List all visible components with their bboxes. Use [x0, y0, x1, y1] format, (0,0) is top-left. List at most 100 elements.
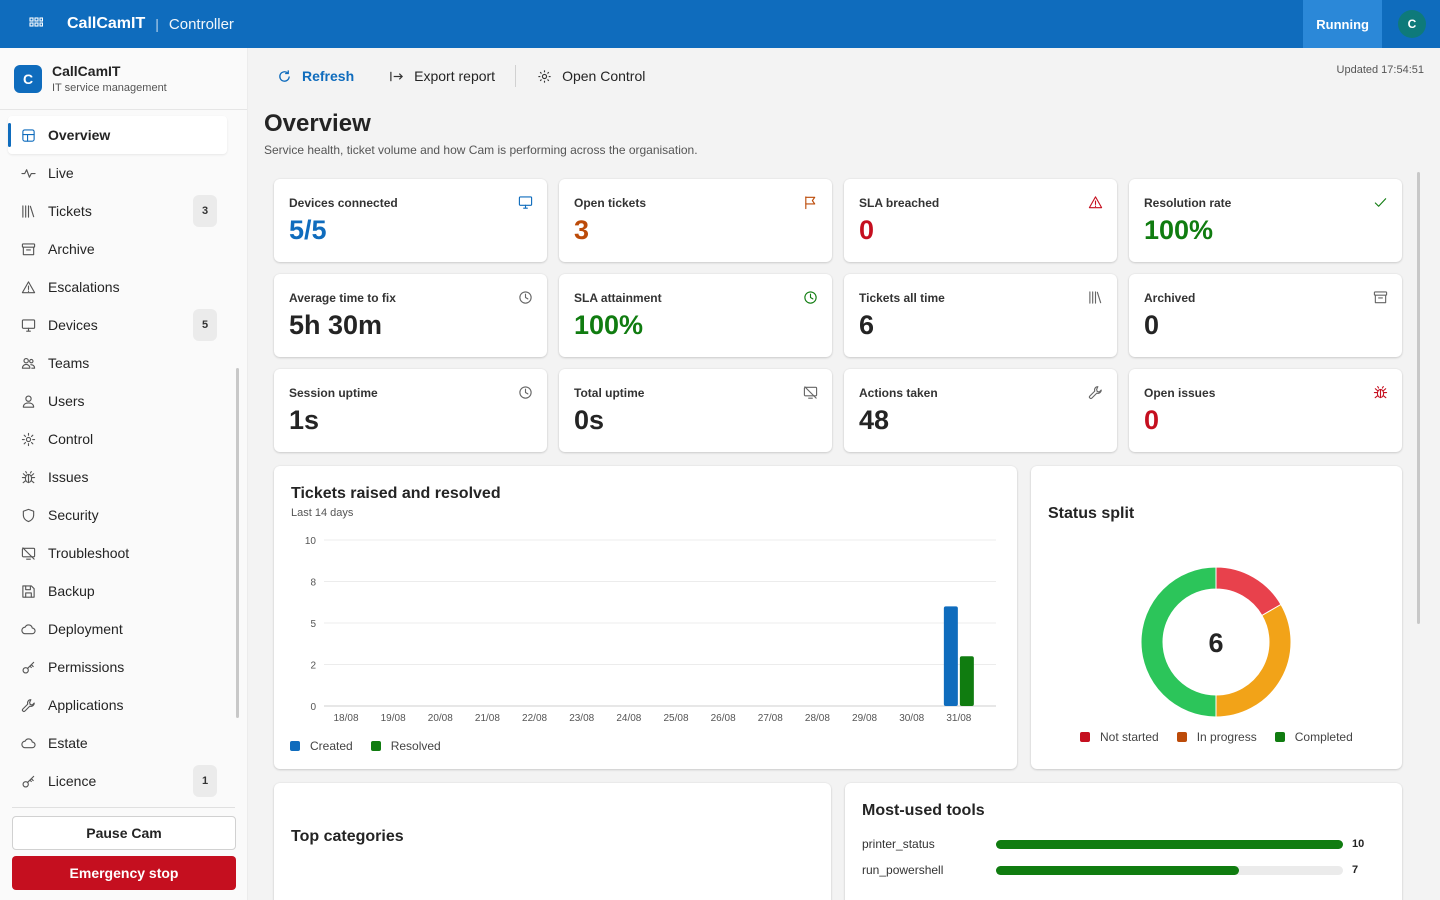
brand-name: CallCamIT: [52, 63, 121, 79]
stat-card-devices-connected[interactable]: Devices connected 5/5: [274, 179, 547, 262]
sidebar-item-control[interactable]: Control: [8, 420, 227, 458]
pause-cam-button[interactable]: Pause Cam: [12, 816, 236, 850]
sidebar-item-troubleshoot[interactable]: Troubleshoot: [8, 534, 227, 572]
x-tick-label: 27/08: [758, 713, 783, 724]
tool-usage-fill: [996, 865, 1239, 875]
stat-card-open-tickets[interactable]: Open tickets 3: [559, 179, 832, 262]
toolbar: Refresh Export report Open Control: [264, 60, 657, 92]
stat-label: Open tickets: [574, 196, 647, 210]
sidebar-item-label: Teams: [48, 355, 90, 371]
checkmark-icon: [1372, 194, 1388, 210]
x-tick-label: 21/08: [475, 713, 500, 724]
clock-icon: [517, 384, 533, 400]
stat-card-total-uptime[interactable]: Total uptime 0s: [559, 369, 832, 452]
legend-label: In progress: [1196, 730, 1257, 744]
open-control-button[interactable]: Open Control: [524, 60, 657, 92]
app-launcher-icon[interactable]: [0, 0, 72, 48]
sidebar-item-devices[interactable]: Devices 5: [8, 306, 227, 344]
y-tick-label: 0: [310, 702, 316, 713]
sidebar-scrollbar[interactable]: [236, 368, 239, 718]
donut-slice-in-progress[interactable]: [1215, 603, 1292, 718]
stat-value: 3: [574, 215, 590, 245]
bar-resolved-31-08[interactable]: [959, 656, 974, 706]
sidebar-item-overview[interactable]: Overview: [8, 116, 227, 154]
stat-card-sla-breached[interactable]: SLA breached 0: [844, 179, 1117, 262]
y-tick-label: 2: [310, 661, 316, 672]
sidebar-item-label: Troubleshoot: [48, 545, 130, 561]
status-badge[interactable]: Running: [1303, 0, 1382, 48]
sidebar-item-live[interactable]: Live: [8, 154, 227, 192]
legend-item-not-started[interactable]: Not started: [1080, 730, 1159, 744]
stat-card-archived[interactable]: Archived 0: [1129, 274, 1402, 357]
stat-value: 0s: [574, 405, 605, 435]
sidebar-item-deployment[interactable]: Deployment: [8, 610, 227, 648]
sidebar-item-security[interactable]: Security: [8, 496, 227, 534]
donut-slice-not-started[interactable]: [1215, 566, 1282, 617]
shield-icon: [20, 507, 36, 523]
x-tick-label: 20/08: [428, 713, 453, 724]
stat-label: Actions taken: [859, 386, 938, 400]
legend-item-completed[interactable]: Completed: [1274, 730, 1353, 744]
sidebar-item-label: Backup: [48, 583, 95, 599]
sidebar-item-label: Security: [48, 507, 99, 523]
flag-icon: [802, 194, 818, 210]
sidebar-item-permissions[interactable]: Permissions: [8, 648, 227, 686]
title-separator: |: [155, 16, 159, 32]
x-tick-label: 26/08: [711, 713, 736, 724]
stat-value: 0: [1144, 405, 1160, 435]
x-tick-label: 24/08: [616, 713, 641, 724]
sidebar-item-archive[interactable]: Archive: [8, 230, 227, 268]
key-icon: [20, 773, 36, 789]
clock-icon: [517, 289, 533, 305]
y-tick-label: 8: [310, 578, 316, 589]
sidebar-item-licence[interactable]: Licence 1: [8, 762, 227, 800]
sidebar: C CallCamIT IT service management Overvi…: [0, 48, 248, 900]
legend-item-created[interactable]: Created: [290, 739, 353, 753]
stat-card-average-time-to-fix[interactable]: Average time to fix 5h 30m: [274, 274, 547, 357]
sidebar-item-teams[interactable]: Teams: [8, 344, 227, 382]
sidebar-item-applications[interactable]: Applications: [8, 686, 227, 724]
legend-item-in-progress[interactable]: In progress: [1176, 730, 1257, 744]
sidebar-item-users[interactable]: Users: [8, 382, 227, 420]
refresh-button[interactable]: Refresh: [264, 60, 366, 92]
most-used-tools-card: Most-used tools printer_status 10 run_powe…: [845, 783, 1402, 900]
stat-card-session-uptime[interactable]: Session uptime 1s: [274, 369, 547, 452]
export-report-button[interactable]: Export report: [376, 60, 507, 92]
bar-created-31-08[interactable]: [943, 606, 958, 706]
tickets-chart-title: Tickets raised and resolved: [291, 485, 501, 502]
stat-card-open-issues[interactable]: Open issues 0: [1129, 369, 1402, 452]
main-scrollbar[interactable]: [1417, 172, 1420, 624]
sidebar-item-tickets[interactable]: Tickets 3: [8, 192, 227, 230]
stat-card-actions-taken[interactable]: Actions taken 48: [844, 369, 1117, 452]
screen-off-icon: [802, 384, 818, 400]
x-tick-label: 29/08: [852, 713, 877, 724]
avatar[interactable]: C: [1398, 10, 1426, 38]
legend-swatch: [290, 741, 300, 751]
screen-off-icon: [20, 545, 36, 561]
sidebar-item-backup[interactable]: Backup: [8, 572, 227, 610]
sidebar-item-label: Estate: [48, 735, 88, 751]
tool-usage-fill: [996, 839, 1343, 849]
refresh-label: Refresh: [302, 68, 355, 84]
sidebar-item-estate[interactable]: Estate: [8, 724, 227, 762]
x-tick-label: 31/08: [946, 713, 971, 724]
sidebar-item-escalations[interactable]: Escalations: [8, 268, 227, 306]
stat-value: 1s: [289, 405, 320, 435]
legend-item-resolved[interactable]: Resolved: [370, 739, 441, 753]
save-icon: [20, 583, 36, 599]
sidebar-item-issues[interactable]: Issues: [8, 458, 227, 496]
stat-card-resolution-rate[interactable]: Resolution rate 100%: [1129, 179, 1402, 262]
emergency-stop-button[interactable]: Emergency stop: [12, 856, 236, 890]
stat-label: Resolution rate: [1144, 196, 1232, 210]
cloud-icon: [20, 735, 36, 751]
tool-name: run_powershell: [862, 863, 944, 877]
sidebar-item-label: Live: [48, 165, 74, 181]
status-split-legend: Not started In progress Completed: [1080, 730, 1371, 744]
bug-icon: [20, 469, 36, 485]
stat-value: 0: [1144, 310, 1160, 340]
stat-card-tickets-all-time[interactable]: Tickets all time 6: [844, 274, 1117, 357]
donut-slice-completed[interactable]: [1140, 566, 1217, 718]
stat-card-sla-attainment[interactable]: SLA attainment 100%: [559, 274, 832, 357]
sidebar-item-label: Deployment: [48, 621, 123, 637]
stat-value: 100%: [574, 310, 644, 340]
